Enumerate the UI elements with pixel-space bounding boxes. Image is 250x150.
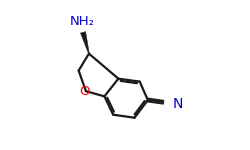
Text: N: N xyxy=(173,98,183,111)
Text: O: O xyxy=(79,85,90,98)
Polygon shape xyxy=(80,32,89,54)
Text: NH₂: NH₂ xyxy=(70,15,95,28)
